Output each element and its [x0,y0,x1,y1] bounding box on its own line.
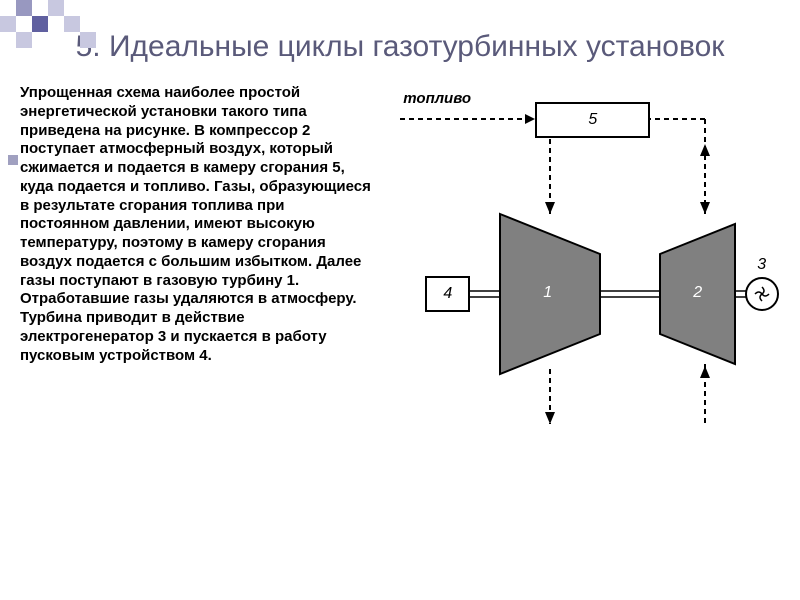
combustion-chamber-box: 5 [535,102,650,138]
gas-turbine-diagram: топливо 5 4 1 2 3 [385,84,780,464]
corner-decoration [0,0,96,48]
node-3-label: 3 [757,256,766,274]
node-1-label: 1 [543,284,552,302]
bullet-marker [8,155,18,165]
content-area: Упрощенная схема наиболее простой энерге… [0,74,800,464]
node-2-label: 2 [693,284,702,302]
body-paragraph: Упрощенная схема наиболее простой энерге… [20,84,385,464]
starter-box: 4 [425,276,470,312]
generator-icon [752,284,772,304]
node-5-label: 5 [588,111,597,129]
fuel-label: топливо [403,90,471,107]
node-4-label: 4 [443,285,452,303]
slide-title: 5. Идеальные циклы газотурбинных установ… [0,0,800,74]
diagram-connectors [385,84,785,464]
